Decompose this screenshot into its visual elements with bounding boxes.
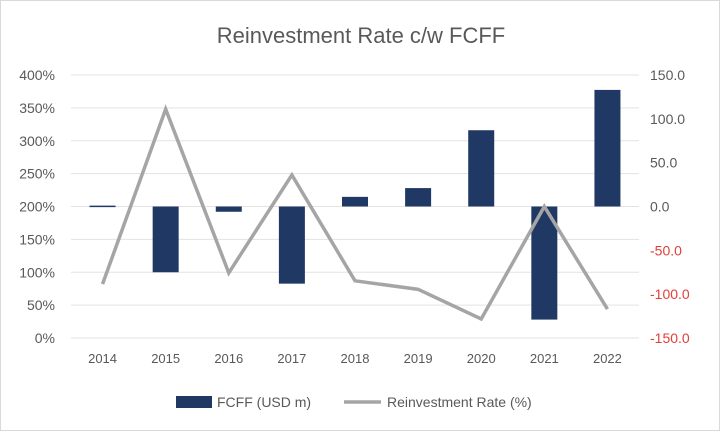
legend-label-rate: Reinvestment Rate (%) bbox=[387, 394, 532, 410]
right-tick-label: -100.0 bbox=[650, 286, 690, 302]
right-tick-label: 50.0 bbox=[650, 155, 677, 171]
x-tick-label: 2022 bbox=[593, 351, 622, 366]
x-tick-label: 2020 bbox=[467, 351, 496, 366]
fcff-bar bbox=[216, 207, 242, 212]
fcff-bar bbox=[594, 90, 620, 207]
x-tick-label: 2018 bbox=[341, 351, 370, 366]
right-tick-label: 0.0 bbox=[650, 199, 670, 215]
x-tick-label: 2016 bbox=[214, 351, 243, 366]
left-tick-label: 0% bbox=[35, 330, 55, 346]
left-tick-label: 250% bbox=[19, 166, 55, 182]
x-tick-label: 2021 bbox=[530, 351, 559, 366]
right-tick-label: 150.0 bbox=[650, 67, 685, 83]
legend-swatch-fcff bbox=[176, 396, 212, 408]
x-tick-label: 2017 bbox=[277, 351, 306, 366]
x-tick-label: 2014 bbox=[88, 351, 117, 366]
left-tick-label: 350% bbox=[19, 100, 55, 116]
fcff-bar bbox=[90, 206, 116, 208]
x-tick-label: 2019 bbox=[404, 351, 433, 366]
left-tick-label: 300% bbox=[19, 133, 55, 149]
fcff-bar bbox=[342, 197, 368, 207]
left-tick-label: 150% bbox=[19, 231, 55, 247]
left-tick-label: 400% bbox=[19, 67, 55, 83]
fcff-bar bbox=[153, 207, 179, 273]
legend-label-fcff: FCFF (USD m) bbox=[217, 394, 311, 410]
chart-title: Reinvestment Rate c/w FCFF bbox=[217, 23, 506, 48]
fcff-bar bbox=[279, 207, 305, 284]
right-tick-label: -50.0 bbox=[650, 242, 682, 258]
fcff-bar bbox=[468, 130, 494, 206]
left-tick-label: 100% bbox=[19, 264, 55, 280]
right-tick-label: 100.0 bbox=[650, 111, 685, 127]
right-tick-label: -150.0 bbox=[650, 330, 690, 346]
left-tick-label: 200% bbox=[19, 199, 55, 215]
left-tick-label: 50% bbox=[27, 297, 55, 313]
fcff-bar bbox=[405, 188, 431, 206]
x-tick-label: 2015 bbox=[151, 351, 180, 366]
